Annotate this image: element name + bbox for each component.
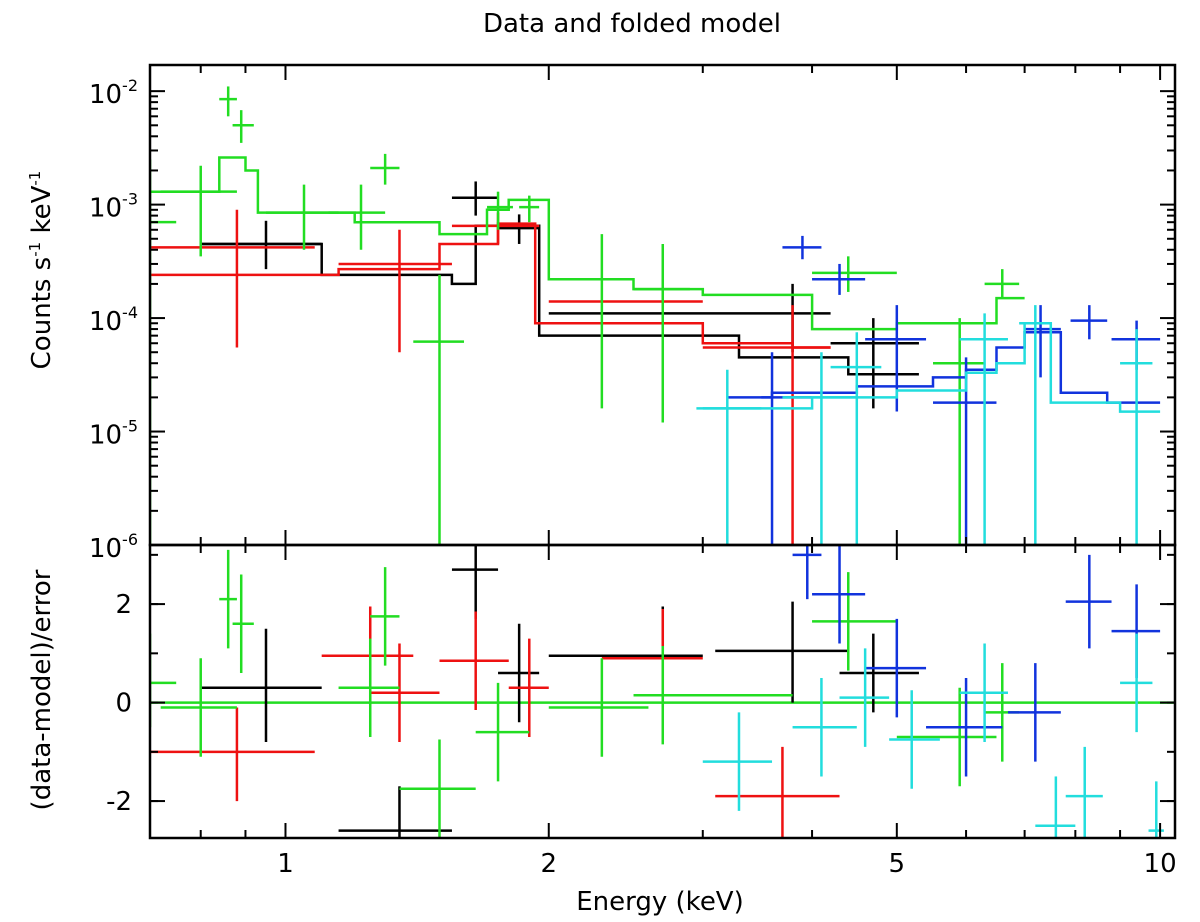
data-point-cyan bbox=[830, 332, 882, 545]
data-point-blue bbox=[933, 357, 997, 545]
data-point-black bbox=[830, 318, 919, 409]
data-point-green bbox=[232, 110, 254, 143]
residual-point-cyan bbox=[1065, 746, 1103, 838]
data-point-cyan bbox=[1019, 305, 1046, 545]
data-point-red bbox=[548, 279, 703, 336]
data-point-blue bbox=[727, 352, 813, 545]
residual-point-black bbox=[498, 623, 540, 723]
data-point-blue bbox=[1024, 305, 1061, 378]
residual-point-green bbox=[633, 645, 793, 745]
y-tick-label: 10-5 bbox=[89, 417, 138, 451]
axes: 1 2 5 10 10-2 10-3 10-4 10-5 10-6 2 0 -2 bbox=[89, 63, 1177, 879]
data-point-cyan bbox=[959, 313, 1008, 545]
data-point-green bbox=[933, 318, 985, 545]
residual-point-green bbox=[812, 572, 897, 671]
residual-point-red bbox=[508, 638, 549, 738]
x-axis-label: Energy (keV) bbox=[576, 887, 744, 917]
y-tick-label: 10-3 bbox=[89, 190, 138, 224]
residual-point-green bbox=[150, 633, 177, 728]
data-point-blue bbox=[1070, 305, 1108, 340]
data-point-cyan bbox=[696, 369, 762, 545]
data-point-black bbox=[451, 181, 499, 216]
residual-point-green bbox=[232, 574, 254, 674]
data-point-green bbox=[328, 184, 386, 250]
x-tick-label: 10 bbox=[1144, 849, 1177, 879]
y-tick-label: 10-4 bbox=[89, 303, 138, 337]
residual-point-green bbox=[160, 658, 237, 757]
data-point-green bbox=[567, 234, 634, 409]
data-point-red bbox=[702, 305, 831, 545]
data-point-green bbox=[984, 269, 1020, 299]
residual-point-green bbox=[548, 658, 649, 757]
bottom-y-axis-label: (data-model)/error bbox=[27, 569, 57, 810]
data-point-green bbox=[413, 274, 465, 545]
data-point-green bbox=[370, 153, 400, 185]
residual-point-black bbox=[715, 601, 849, 703]
residual-point-green bbox=[219, 549, 237, 649]
residual-point-red bbox=[715, 746, 840, 838]
data-point-black bbox=[498, 214, 540, 244]
residual-point-black bbox=[451, 545, 499, 619]
data-point-green bbox=[812, 256, 897, 292]
residual-point-cyan bbox=[959, 643, 1008, 742]
res-tick-label: 2 bbox=[115, 590, 132, 620]
bottom-panel-frame bbox=[148, 543, 1177, 840]
residual-point-blue bbox=[926, 677, 1003, 777]
y-tick-label: 10-6 bbox=[89, 530, 138, 564]
residual-point-blue bbox=[792, 545, 822, 600]
residual-point-green bbox=[370, 567, 400, 666]
residual-point-black bbox=[200, 628, 322, 742]
residual-point-green bbox=[475, 682, 530, 782]
data-point-cyan bbox=[1120, 329, 1153, 545]
top-panel-plot bbox=[150, 86, 1161, 545]
residual-point-blue bbox=[812, 545, 866, 644]
data-point-blue bbox=[782, 235, 822, 260]
model-line-red bbox=[150, 222, 831, 349]
residual-point-red bbox=[150, 707, 315, 802]
data-point-blue bbox=[812, 263, 866, 295]
bottom-panel-plot bbox=[150, 545, 1175, 838]
residual-point-black bbox=[839, 633, 919, 713]
data-point-green bbox=[265, 184, 339, 250]
residual-point-cyan bbox=[889, 690, 940, 789]
x-tick-label: 5 bbox=[889, 849, 906, 879]
residual-point-cyan bbox=[839, 648, 890, 747]
model-line-blue bbox=[761, 330, 1161, 404]
data-point-cyan bbox=[782, 352, 857, 545]
residual-point-blue bbox=[1007, 663, 1061, 762]
residual-point-blue bbox=[865, 618, 927, 718]
residual-point-cyan bbox=[1148, 781, 1164, 838]
data-point-red bbox=[338, 229, 452, 353]
data-point-green bbox=[519, 195, 540, 223]
residual-point-green bbox=[338, 638, 400, 738]
data-point-red bbox=[150, 209, 315, 348]
x-tick-label: 1 bbox=[277, 849, 294, 879]
residual-point-black bbox=[548, 606, 703, 706]
residual-point-red bbox=[439, 611, 509, 710]
top-y-axis-label: Counts s-1 keV-1 bbox=[26, 171, 57, 370]
residual-point-cyan bbox=[792, 677, 857, 777]
data-point-green bbox=[487, 191, 513, 230]
residual-point-cyan bbox=[1035, 776, 1076, 838]
chart-title: Data and folded model bbox=[483, 9, 781, 39]
residual-point-green bbox=[399, 739, 476, 838]
residual-point-blue bbox=[1065, 554, 1112, 649]
residual-point-black bbox=[338, 786, 452, 838]
residual-point-red bbox=[370, 643, 440, 742]
residual-point-red bbox=[601, 609, 703, 708]
res-tick-label: 0 bbox=[115, 689, 132, 719]
model-line-green bbox=[150, 156, 1025, 331]
data-point-green bbox=[219, 86, 237, 117]
residual-point-cyan bbox=[1120, 633, 1153, 733]
data-point-black bbox=[200, 220, 322, 270]
residual-point-green bbox=[896, 687, 997, 787]
x-tick-label: 2 bbox=[540, 849, 557, 879]
residual-point-cyan bbox=[702, 712, 773, 811]
data-point-green bbox=[633, 243, 690, 423]
y-tick-label: 10-2 bbox=[89, 76, 138, 110]
data-point-green bbox=[160, 165, 237, 257]
res-tick-label: -2 bbox=[106, 787, 132, 817]
